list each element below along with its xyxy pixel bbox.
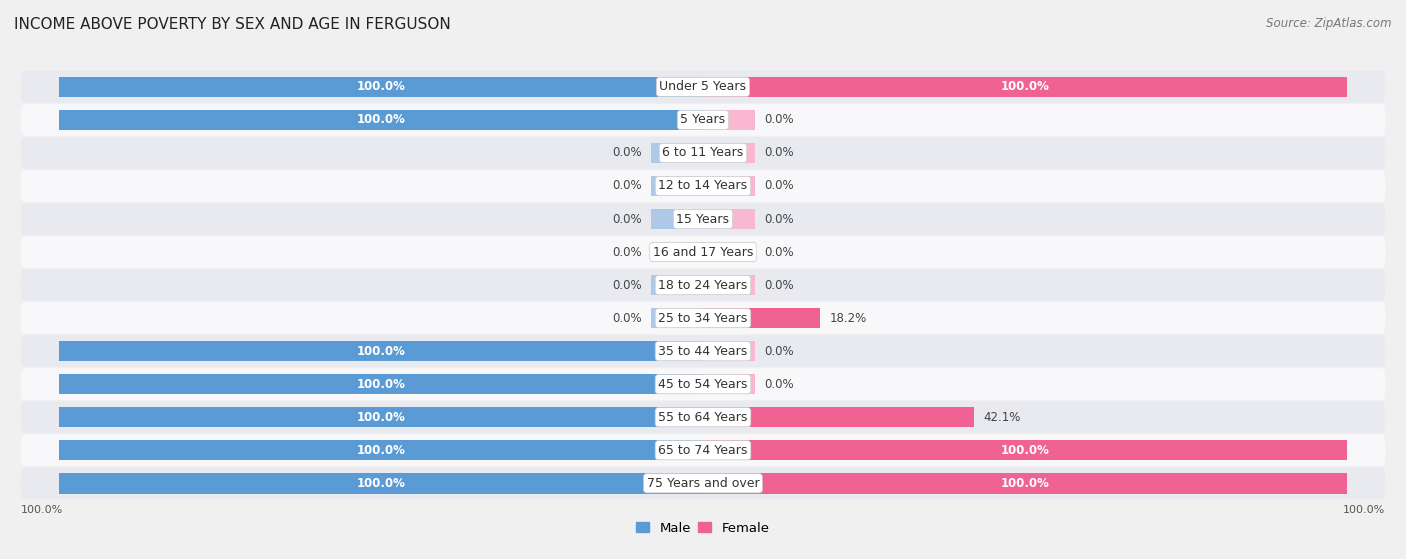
Bar [703, 308, 820, 328]
Bar [703, 341, 755, 361]
Text: 0.0%: 0.0% [765, 113, 794, 126]
FancyBboxPatch shape [21, 71, 1385, 103]
Text: 100.0%: 100.0% [357, 345, 405, 358]
FancyBboxPatch shape [21, 137, 1385, 169]
Bar [651, 242, 703, 262]
Text: 18.2%: 18.2% [830, 311, 868, 325]
Text: 0.0%: 0.0% [612, 245, 641, 259]
Text: 0.0%: 0.0% [765, 378, 794, 391]
Bar [703, 374, 755, 395]
Text: 100.0%: 100.0% [357, 477, 405, 490]
Bar [703, 176, 755, 196]
Text: 100.0%: 100.0% [1001, 444, 1049, 457]
Text: 65 to 74 Years: 65 to 74 Years [658, 444, 748, 457]
Text: 35 to 44 Years: 35 to 44 Years [658, 345, 748, 358]
Text: 6 to 11 Years: 6 to 11 Years [662, 146, 744, 159]
Bar [703, 275, 755, 295]
FancyBboxPatch shape [21, 203, 1385, 235]
Text: 18 to 24 Years: 18 to 24 Years [658, 278, 748, 292]
Text: INCOME ABOVE POVERTY BY SEX AND AGE IN FERGUSON: INCOME ABOVE POVERTY BY SEX AND AGE IN F… [14, 17, 451, 32]
Bar [651, 176, 703, 196]
Text: Source: ZipAtlas.com: Source: ZipAtlas.com [1267, 17, 1392, 30]
Bar [651, 308, 703, 328]
Text: Under 5 Years: Under 5 Years [659, 80, 747, 93]
Bar [651, 275, 703, 295]
FancyBboxPatch shape [21, 170, 1385, 202]
Text: 75 Years and over: 75 Years and over [647, 477, 759, 490]
Text: 45 to 54 Years: 45 to 54 Years [658, 378, 748, 391]
Bar [703, 143, 755, 163]
Legend: Male, Female: Male, Female [631, 517, 775, 540]
Bar [59, 473, 703, 494]
Bar [59, 110, 703, 130]
Text: 15 Years: 15 Years [676, 212, 730, 225]
Bar [703, 440, 1347, 461]
Text: 0.0%: 0.0% [612, 278, 641, 292]
FancyBboxPatch shape [21, 236, 1385, 268]
Text: 0.0%: 0.0% [765, 212, 794, 225]
Text: 0.0%: 0.0% [612, 212, 641, 225]
FancyBboxPatch shape [21, 434, 1385, 466]
Text: 0.0%: 0.0% [765, 245, 794, 259]
Text: 100.0%: 100.0% [357, 113, 405, 126]
Text: 100.0%: 100.0% [357, 80, 405, 93]
Bar [651, 143, 703, 163]
FancyBboxPatch shape [21, 467, 1385, 499]
Bar [59, 440, 703, 461]
Text: 100.0%: 100.0% [357, 444, 405, 457]
Text: 100.0%: 100.0% [1001, 80, 1049, 93]
Text: 100.0%: 100.0% [357, 411, 405, 424]
Bar [59, 341, 703, 361]
FancyBboxPatch shape [21, 269, 1385, 301]
Bar [59, 374, 703, 395]
Bar [59, 77, 703, 97]
Text: 16 and 17 Years: 16 and 17 Years [652, 245, 754, 259]
FancyBboxPatch shape [21, 335, 1385, 367]
Text: 0.0%: 0.0% [612, 179, 641, 192]
Text: 100.0%: 100.0% [1343, 505, 1385, 515]
Text: 0.0%: 0.0% [765, 146, 794, 159]
Text: 100.0%: 100.0% [1001, 477, 1049, 490]
Bar [703, 242, 755, 262]
Bar [703, 110, 755, 130]
Text: 55 to 64 Years: 55 to 64 Years [658, 411, 748, 424]
Bar [59, 407, 703, 428]
Text: 0.0%: 0.0% [612, 146, 641, 159]
Text: 12 to 14 Years: 12 to 14 Years [658, 179, 748, 192]
Text: 0.0%: 0.0% [765, 345, 794, 358]
FancyBboxPatch shape [21, 401, 1385, 433]
Text: 0.0%: 0.0% [612, 311, 641, 325]
Text: 42.1%: 42.1% [984, 411, 1021, 424]
Bar [651, 209, 703, 229]
Text: 0.0%: 0.0% [765, 278, 794, 292]
Bar [703, 209, 755, 229]
FancyBboxPatch shape [21, 302, 1385, 334]
Text: 100.0%: 100.0% [21, 505, 63, 515]
Text: 25 to 34 Years: 25 to 34 Years [658, 311, 748, 325]
Text: 0.0%: 0.0% [765, 179, 794, 192]
Text: 5 Years: 5 Years [681, 113, 725, 126]
FancyBboxPatch shape [21, 104, 1385, 136]
Bar [703, 407, 974, 428]
FancyBboxPatch shape [21, 368, 1385, 400]
Text: 100.0%: 100.0% [357, 378, 405, 391]
Bar [703, 473, 1347, 494]
Bar [703, 77, 1347, 97]
